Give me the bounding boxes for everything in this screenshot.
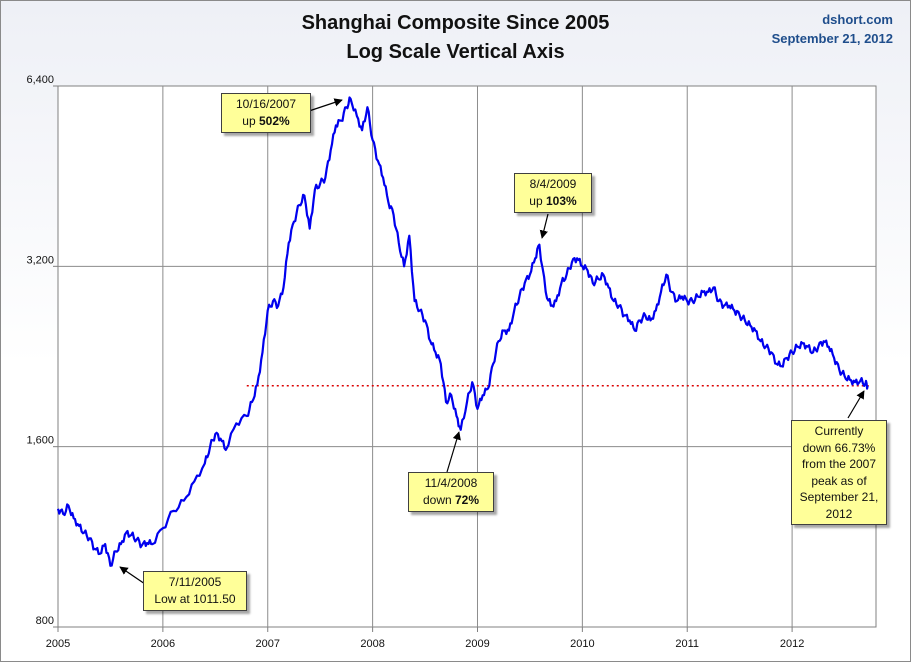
callout-current-line2: down 66.73%: [802, 440, 876, 455]
callout-current-line3: from the 2007: [801, 457, 877, 471]
y-tick-label: 6,400: [26, 74, 54, 86]
callout-peak-date: 10/16/2007: [235, 97, 297, 111]
source-label: dshort.com: [822, 12, 893, 27]
callout-low08-date: 11/4/2008: [424, 476, 478, 490]
callout-low05-date: 7/11/2005: [168, 575, 222, 589]
callout-high-prefix: up: [529, 194, 546, 208]
callout-arrows: [119, 98, 865, 585]
series-line: [56, 96, 869, 567]
x-tick-label: 2007: [256, 638, 280, 650]
x-tick-label: 2009: [465, 638, 489, 650]
callout-low05-value: Low at 1011.50: [154, 592, 236, 606]
x-tick-label: 2006: [151, 638, 175, 650]
callout-low-2008: 11/4/2008 down 72%: [408, 472, 494, 512]
axis-ticks: 2005 2006 2007 2008 2009 2010 2011 2012 800 1,600…: [26, 74, 804, 650]
callout-current-line5: September 21,: [799, 490, 879, 504]
plot-area: [57, 85, 877, 628]
callout-high-2009: 8/4/2009 up 103%: [514, 173, 592, 213]
x-tick-label: 2011: [675, 638, 699, 650]
y-tick-label: 3,200: [26, 254, 54, 266]
callout-current-line6: 2012: [825, 506, 853, 521]
x-tick-label: 2010: [570, 638, 594, 650]
y-tick-label: 1,600: [26, 435, 54, 447]
arrow-low-2008: [446, 431, 461, 473]
callout-high-date: 8/4/2009: [529, 177, 577, 191]
x-tick-label: 2012: [780, 638, 804, 650]
callout-peak-prefix: up: [242, 114, 259, 128]
arrow-peak-2007: [305, 98, 343, 113]
x-tick-label: 2005: [46, 638, 70, 650]
arrow-current: [847, 390, 865, 419]
x-tick-label: 2008: [360, 638, 384, 650]
arrow-high-2009: [539, 213, 549, 239]
grid: [58, 86, 876, 627]
y-tick-label: 800: [36, 615, 54, 627]
arrow-low-2005: [119, 566, 146, 585]
callout-low08-prefix: down: [422, 493, 455, 507]
callout-high-value: 103%: [545, 194, 577, 208]
callout-current-line1: Currently: [814, 424, 864, 438]
chart-subtitle: Log Scale Vertical Axis: [346, 41, 565, 63]
source-date: September 21, 2012: [771, 31, 893, 46]
callout-peak-value: 502%: [258, 114, 290, 128]
callout-current: Currently down 66.73% from the 2007 peak…: [791, 420, 887, 525]
callout-low-2005: 7/11/2005 Low at 1011.50: [143, 571, 247, 611]
callout-current-line4: peak as of: [811, 473, 867, 488]
callout-peak-2007: 10/16/2007 up 502%: [221, 93, 311, 133]
callout-low08-value: 72%: [455, 493, 480, 507]
chart-title: Shanghai Composite Since 2005: [301, 12, 610, 34]
